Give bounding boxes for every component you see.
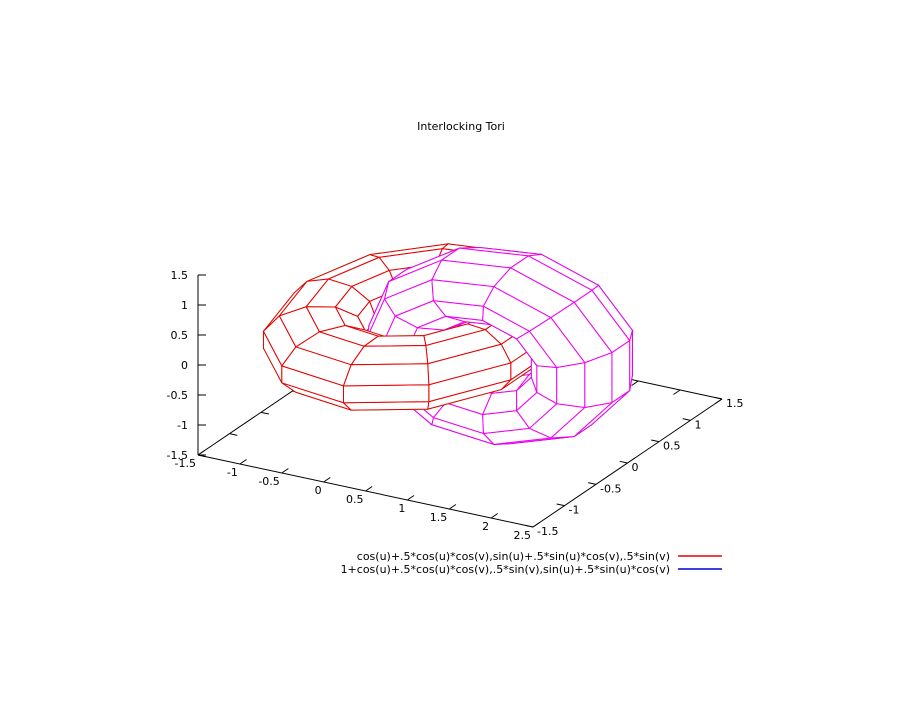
x-tick (323, 477, 331, 483)
y-tick (651, 439, 660, 443)
x-tick-label: 0.5 (346, 493, 364, 506)
y-tick-label: -1.5 (537, 525, 558, 538)
y-tick-label: 1 (695, 418, 702, 431)
x-tick (407, 495, 415, 501)
x-tick-label: -1 (227, 466, 238, 479)
y-tick (525, 524, 534, 528)
y-tick-label: 0.5 (663, 440, 681, 453)
y-tick (556, 503, 565, 507)
y-tick (714, 396, 723, 400)
x-tick-label: 1.5 (430, 511, 448, 524)
z-tick-label: -1.5 (167, 449, 188, 462)
x-tick-label: -1.5 (175, 457, 196, 470)
surface-quad (556, 362, 586, 409)
surface-quad (342, 384, 430, 404)
y-tick-label: -0.5 (600, 482, 621, 495)
tick-labels: -1.5 -1 -0.5 0 0.5 1 1.5 2 2.5 -1.5 -1 -0.5 0 0.5 1 1.5… (167, 269, 744, 542)
x-tick-label: 2 (482, 520, 489, 533)
y-tick (619, 460, 628, 464)
x-tick (197, 450, 205, 456)
y-tick-label: 0 (632, 461, 639, 474)
x-tick (365, 486, 373, 492)
x-back-tick (673, 389, 681, 395)
legend-label-2: 1+cos(u)+.5*cos(u)*cos(v),.5*sin(v),sin(… (341, 563, 670, 576)
legend: cos(u)+.5*cos(u)*cos(v),sin(u)+.5*sin(u)… (341, 550, 722, 576)
y-back-tick (260, 411, 269, 415)
z-tick-label: -0.5 (167, 389, 188, 402)
x-tick (281, 468, 289, 474)
y-tick-label: -1 (569, 504, 580, 517)
x-tick (448, 504, 457, 510)
plot-title: Interlocking Tori (417, 120, 505, 133)
y-tick (682, 418, 691, 421)
surface-quad (493, 267, 576, 319)
surface-quad (342, 363, 430, 387)
z-tick-label: -1 (177, 419, 188, 432)
z-tick-label: 0 (181, 359, 188, 372)
y-back-tick (229, 433, 238, 436)
x-tick (490, 513, 499, 519)
x-tick (239, 459, 247, 465)
x-tick-label: 2.5 (514, 529, 532, 542)
legend-label-1: cos(u)+.5*cos(u)*cos(v),sin(u)+.5*sin(u)… (357, 550, 670, 563)
x-back-tick (631, 380, 639, 386)
axes-front-edges (197, 274, 723, 528)
x-tick-label: -0.5 (258, 475, 279, 488)
x-tick-label: 1 (398, 502, 405, 515)
y-tick (588, 482, 597, 485)
surface-mesh (262, 243, 634, 445)
surface-quad (350, 344, 429, 366)
x-tick (532, 522, 540, 528)
y-tick-label: 1.5 (726, 397, 744, 410)
x-tick-label: 0 (315, 484, 322, 497)
z-tick-label: 1.5 (171, 269, 189, 282)
z-tick-label: 0.5 (171, 329, 189, 342)
z-tick-label: 1 (181, 299, 188, 312)
